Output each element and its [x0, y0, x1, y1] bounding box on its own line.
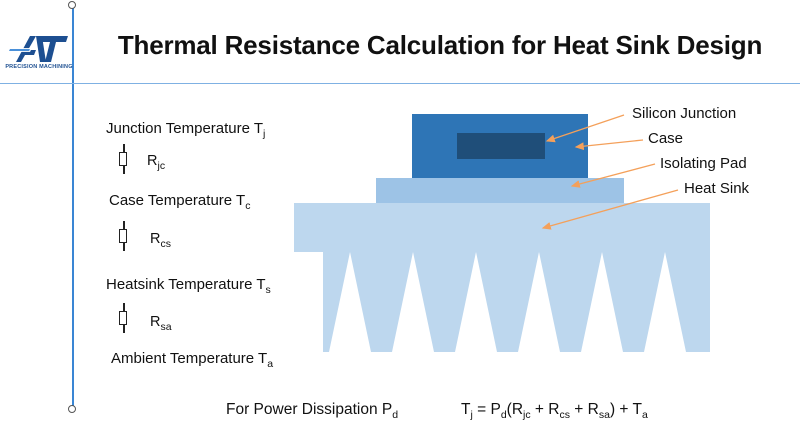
heat-sink-body	[294, 203, 710, 352]
heatsink-temperature-label: Heatsink Temperature Ts	[106, 276, 271, 296]
ambient-temperature-label: Ambient Temperature Ta	[111, 350, 274, 370]
thermal-equation: Tj = Pd(Rjc + Rcs + Rsa) + Ta	[461, 401, 648, 421]
case-arrow	[574, 139, 644, 151]
heat-sink-label: Heat Sink	[684, 180, 750, 197]
isolating-pad-layer	[376, 178, 624, 203]
logo-caption: PRECISION MACHINING	[5, 64, 73, 70]
isolating-pad-label: Isolating Pad	[660, 155, 747, 172]
case-label: Case	[648, 130, 684, 147]
rsa-resistor-icon	[119, 311, 127, 325]
rjc-label: Rjc	[147, 153, 166, 172]
silicon-junction-arrow	[545, 114, 625, 143]
page-title: Thermal Resistance Calculation for Heat …	[117, 30, 763, 60]
heat-sink-arrow	[541, 189, 679, 230]
company-logo	[6, 36, 68, 62]
silicon-junction-label: Silicon Junction	[632, 105, 737, 122]
bottom-line-node	[68, 405, 76, 413]
rcs-resistor-icon	[119, 229, 127, 243]
top-line-node	[68, 1, 76, 9]
rcs-label: Rcs	[150, 231, 171, 250]
horizontal-accent-line	[0, 83, 800, 84]
rjc-resistor-icon	[119, 152, 127, 166]
junction-temperature-label: Junction Temperature Tj	[106, 120, 266, 140]
rsa-label: Rsa	[150, 314, 172, 333]
case-temperature-label: Case Temperature Tc	[109, 192, 251, 212]
vertical-accent-line	[72, 6, 74, 410]
isolating-pad-arrow	[570, 163, 656, 188]
power-dissipation-label: For Power Dissipation Pd	[226, 401, 399, 421]
silicon-junction-die	[457, 133, 545, 159]
